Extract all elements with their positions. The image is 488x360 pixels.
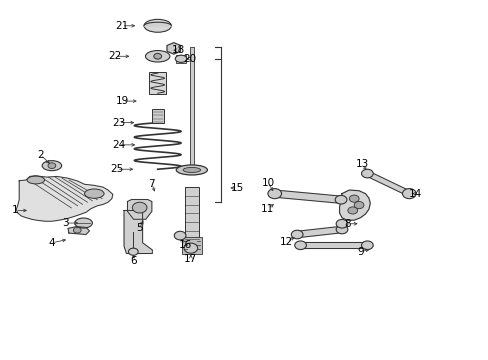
Text: 10: 10 bbox=[261, 177, 274, 188]
Ellipse shape bbox=[27, 176, 44, 184]
Polygon shape bbox=[124, 211, 152, 253]
Circle shape bbox=[335, 225, 347, 234]
Text: 21: 21 bbox=[115, 21, 128, 31]
Text: 4: 4 bbox=[48, 238, 55, 248]
Bar bbox=[149, 72, 165, 94]
Circle shape bbox=[267, 189, 281, 199]
Text: 3: 3 bbox=[62, 218, 69, 228]
Ellipse shape bbox=[75, 218, 92, 228]
Polygon shape bbox=[68, 226, 89, 234]
Ellipse shape bbox=[183, 167, 200, 172]
Text: 8: 8 bbox=[344, 219, 350, 229]
Text: 12: 12 bbox=[280, 237, 293, 247]
Text: 25: 25 bbox=[110, 164, 123, 174]
Circle shape bbox=[154, 53, 161, 59]
Ellipse shape bbox=[175, 55, 186, 62]
Circle shape bbox=[294, 241, 306, 249]
Circle shape bbox=[402, 189, 415, 199]
Bar bbox=[152, 109, 163, 123]
Text: 2: 2 bbox=[37, 150, 44, 160]
Ellipse shape bbox=[84, 189, 104, 198]
Text: 1: 1 bbox=[12, 206, 19, 216]
Bar bbox=[175, 55, 186, 63]
Polygon shape bbox=[274, 190, 341, 203]
Text: 6: 6 bbox=[130, 256, 136, 266]
Circle shape bbox=[361, 169, 372, 178]
Text: 23: 23 bbox=[112, 118, 125, 128]
Bar bbox=[184, 187, 198, 248]
Polygon shape bbox=[300, 242, 366, 248]
Circle shape bbox=[132, 202, 147, 213]
Polygon shape bbox=[127, 199, 152, 219]
Text: 14: 14 bbox=[407, 189, 421, 199]
Bar bbox=[189, 47, 193, 169]
Text: 9: 9 bbox=[357, 247, 363, 257]
Text: 16: 16 bbox=[178, 239, 191, 249]
Polygon shape bbox=[365, 171, 410, 196]
Circle shape bbox=[73, 227, 81, 233]
Circle shape bbox=[353, 202, 363, 209]
Text: 18: 18 bbox=[172, 45, 185, 55]
Circle shape bbox=[48, 163, 56, 168]
Text: 19: 19 bbox=[116, 96, 129, 106]
Circle shape bbox=[348, 195, 358, 202]
Ellipse shape bbox=[42, 161, 61, 171]
Text: 15: 15 bbox=[230, 183, 244, 193]
Ellipse shape bbox=[144, 19, 171, 32]
Text: 20: 20 bbox=[183, 54, 196, 64]
Polygon shape bbox=[339, 190, 369, 220]
Circle shape bbox=[128, 248, 138, 255]
Text: 13: 13 bbox=[355, 159, 368, 169]
Circle shape bbox=[183, 243, 197, 253]
Circle shape bbox=[174, 231, 185, 240]
Text: 24: 24 bbox=[112, 140, 125, 150]
Text: 11: 11 bbox=[261, 204, 274, 214]
Circle shape bbox=[291, 230, 303, 239]
Ellipse shape bbox=[176, 165, 207, 175]
Bar bbox=[182, 237, 201, 253]
Ellipse shape bbox=[145, 50, 169, 62]
Circle shape bbox=[334, 195, 346, 204]
Text: 22: 22 bbox=[108, 51, 122, 61]
Circle shape bbox=[335, 220, 347, 228]
Text: 5: 5 bbox=[136, 224, 142, 233]
Circle shape bbox=[361, 241, 372, 249]
Text: 7: 7 bbox=[148, 179, 155, 189]
Polygon shape bbox=[296, 226, 342, 238]
Polygon shape bbox=[16, 176, 113, 221]
Polygon shape bbox=[167, 42, 180, 54]
Circle shape bbox=[347, 207, 357, 214]
Text: 17: 17 bbox=[184, 254, 197, 264]
